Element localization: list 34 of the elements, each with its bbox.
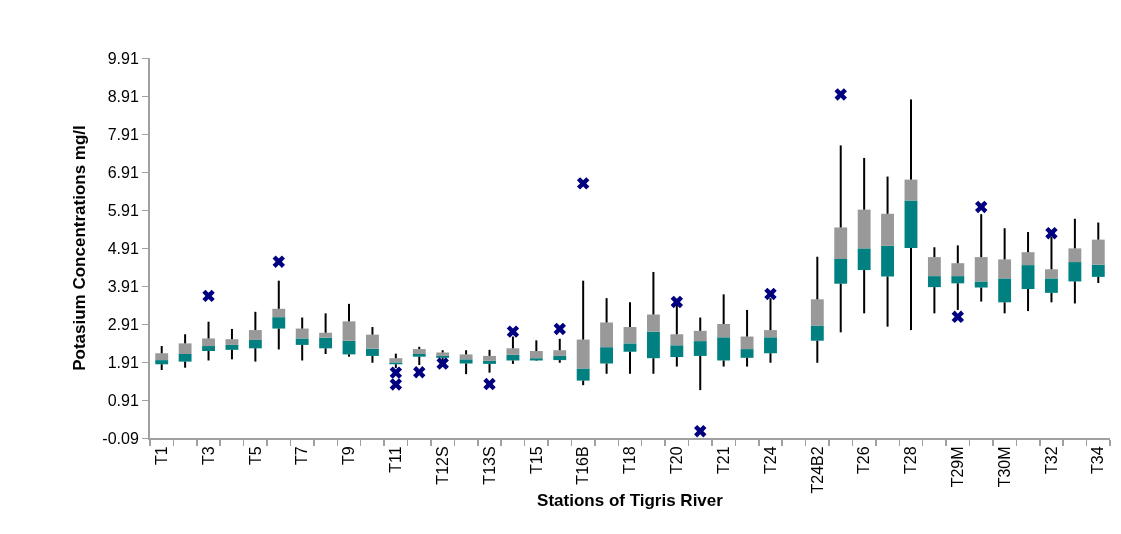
y-tick-label: -0.09 (102, 429, 139, 447)
x-tick-label: T3 (199, 446, 217, 466)
x-tick-label: T18 (621, 446, 639, 474)
x-tick-label: T11 (387, 446, 405, 473)
x-tick-label: T34 (1089, 446, 1107, 474)
x-tick-label: T7 (293, 446, 311, 466)
y-tick-label: 6.91 (107, 163, 139, 181)
x-tick-label: T30M (995, 446, 1013, 488)
y-tick-label: 3.91 (107, 277, 139, 295)
x-tick-label: T9 (340, 446, 358, 466)
x-tick-label: T24 (761, 446, 779, 474)
y-tick-label: 0.91 (107, 391, 139, 409)
y-tick-label: 8.91 (107, 87, 139, 105)
y-tick-label: 5.91 (107, 201, 139, 219)
x-tick-label: T32 (1042, 446, 1060, 474)
y-tick-label: 1.91 (107, 353, 139, 371)
y-tick-label: 7.91 (107, 125, 139, 143)
x-tick-label: T28 (902, 446, 920, 474)
x-tick-label: T1 (152, 446, 170, 466)
x-tick-label: T16B (574, 446, 592, 485)
y-tick-label: 9.91 (107, 49, 139, 67)
x-tick-label: T21 (714, 446, 732, 474)
x-tick-label: T26 (855, 446, 873, 474)
x-tick-label: T5 (246, 446, 264, 466)
x-tick-label: T24B2 (808, 446, 826, 494)
x-tick-label: T13S (480, 446, 498, 485)
y-axis-title: Potasium Concentrations mg/l (70, 125, 90, 371)
y-tick-label: 2.91 (107, 315, 139, 333)
x-tick-label: T12S (433, 446, 451, 485)
x-tick-label: T15 (527, 446, 545, 474)
x-axis-title: Stations of Tigris River (537, 491, 724, 511)
y-tick-label: 4.91 (107, 239, 139, 257)
x-tick-label: T29M (949, 446, 966, 488)
x-tick-label: T20 (668, 446, 686, 474)
